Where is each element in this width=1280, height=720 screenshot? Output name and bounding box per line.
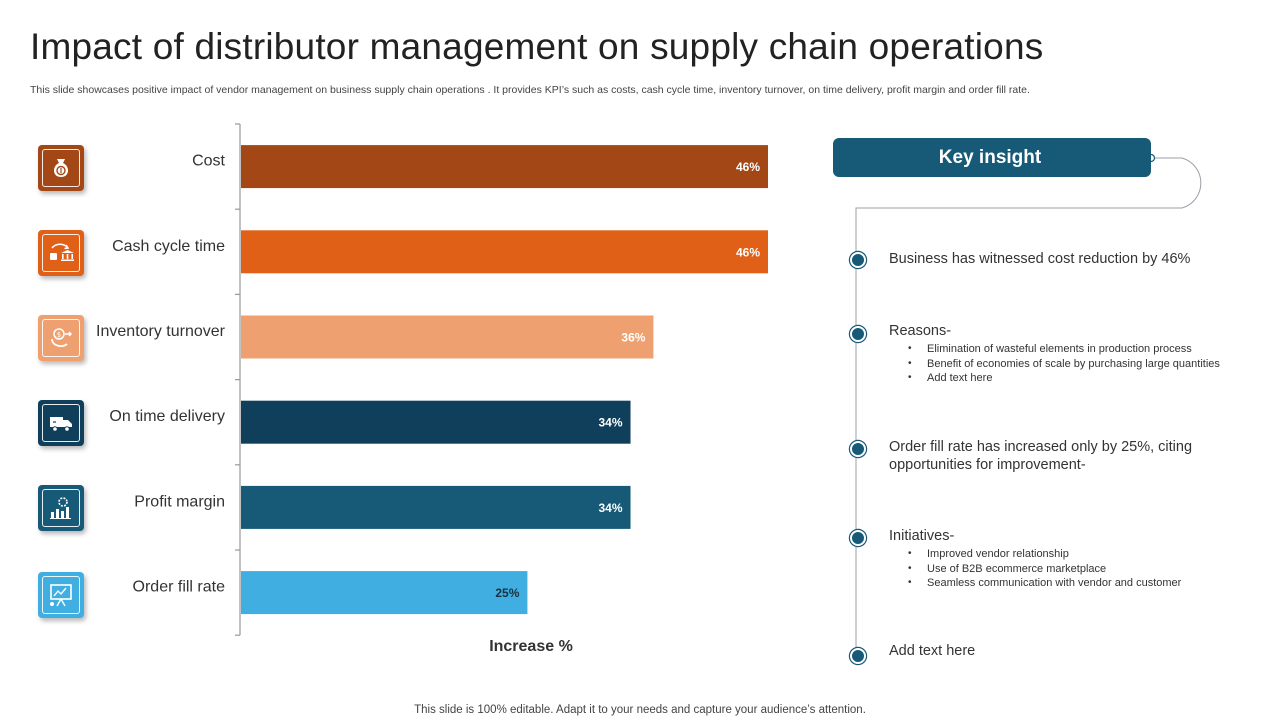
inventory-cycle-icon: $ — [38, 315, 84, 361]
bar-value-label: 25% — [495, 586, 519, 600]
page-title: Impact of distributor management on supp… — [30, 26, 1044, 67]
insight-text: Reasons- — [889, 323, 952, 339]
insight-item: Order fill rate has increased only by 25… — [889, 438, 1219, 474]
insight-item: Initiatives- Improved vendor relationshi… — [889, 527, 1269, 591]
bar-value-label: 34% — [598, 501, 622, 515]
insight-bullet: Use of B2B ecommerce marketplace — [908, 562, 1269, 577]
category-label: Order fill rate — [133, 579, 226, 596]
timeline-dot — [850, 648, 866, 664]
insight-text: Add text here — [889, 643, 976, 659]
insight-item: Reasons- Elimination of wasteful element… — [889, 322, 1269, 386]
insight-bullet: Improved vendor relationship — [908, 547, 1269, 562]
bar — [241, 400, 631, 444]
bar-value-label: 46% — [736, 245, 760, 259]
delivery-truck-icon — [38, 400, 84, 446]
category-label: Cost — [192, 153, 225, 170]
insight-bullet: Add text here — [908, 371, 1269, 386]
bar — [241, 485, 631, 529]
bar-value-label: 36% — [621, 331, 645, 345]
insight-item: Add text here — [889, 642, 1269, 660]
presentation-board-icon — [38, 572, 84, 618]
insight-text: Initiatives- — [889, 528, 955, 544]
bar — [241, 571, 528, 615]
svg-text:$: $ — [57, 331, 61, 339]
timeline-dot — [850, 530, 866, 546]
money-bag-icon — [38, 145, 84, 191]
insight-bullet: Benefit of economies of scale by purchas… — [908, 357, 1269, 372]
insight-bullet: Elimination of wasteful elements in prod… — [908, 342, 1269, 357]
insight-text: Business has witnessed cost reduction by… — [889, 251, 1191, 267]
insight-item: Business has witnessed cost reduction by… — [889, 250, 1269, 268]
bar-value-label: 46% — [736, 160, 760, 174]
timeline-dot — [850, 441, 866, 457]
timeline-dot — [850, 326, 866, 342]
bar — [241, 145, 768, 189]
profit-chart-icon — [38, 485, 84, 531]
category-label: Inventory turnover — [96, 323, 226, 340]
cash-exchange-icon — [38, 230, 84, 276]
category-label: On time delivery — [109, 408, 225, 425]
x-axis-label: Increase % — [489, 638, 573, 655]
timeline-dot — [850, 252, 866, 268]
key-insight-header: Key insight — [833, 138, 1151, 177]
page-subtitle: This slide showcases positive impact of … — [30, 84, 1030, 96]
category-label: Cash cycle time — [112, 238, 225, 255]
footer-note: This slide is 100% editable. Adapt it to… — [414, 704, 866, 716]
category-label: Profit margin — [134, 493, 225, 510]
bar-chart: 46% Cost 46% Cash cycle time 36% Inventory tu… — [96, 123, 768, 636]
insight-bullet: Seamless communication with vendor and c… — [908, 576, 1269, 591]
insight-text: Order fill rate has increased only by 25… — [889, 439, 1193, 473]
bar — [241, 315, 654, 359]
bar — [241, 230, 768, 274]
bar-value-label: 34% — [598, 416, 622, 430]
